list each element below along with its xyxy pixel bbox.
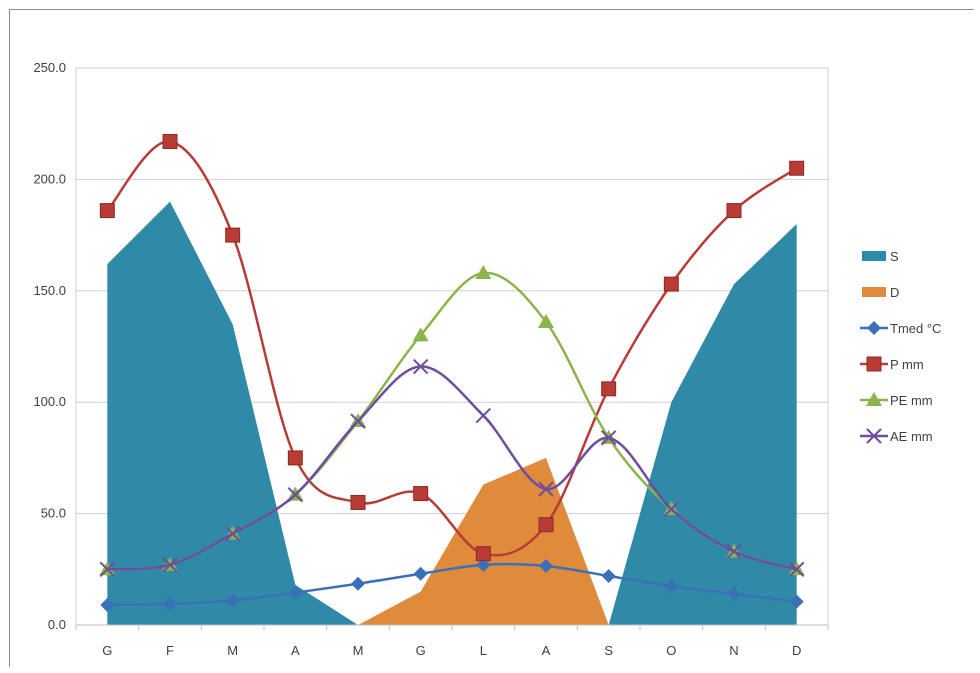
point-ae [224,525,241,542]
line-series [99,134,805,612]
point-tmed [163,596,177,611]
legend-item: D [862,285,899,300]
point-ae [412,358,429,375]
x-tick-label: F [166,643,174,658]
x-tick-label: G [416,643,426,658]
area-d [358,457,609,625]
point-tmed [413,566,428,581]
point-ae [287,486,304,503]
legend-item: PE mm [860,392,933,408]
x-tick-label: M [353,643,364,658]
chart-frame [9,9,974,667]
legend-marker [866,356,882,372]
area-s [608,223,797,625]
point-ae [788,561,805,578]
point-tmed [476,557,491,572]
point-tmed [225,593,240,608]
y-tick-label: 50.0 [41,506,66,521]
legend-swatch [862,251,886,261]
point-p [225,227,241,243]
legend-item: S [862,249,899,264]
point-p [663,276,679,292]
point-ae-stroke [600,430,617,446]
x-tick-label: O [666,643,676,658]
point-p [538,517,554,533]
point-ae-stroke [99,561,116,578]
point-ae [162,557,178,573]
legend-label: PE mm [890,393,933,408]
point-tmed [351,576,365,591]
x-tick-label: L [480,643,487,658]
y-tick-label: 100.0 [33,394,66,409]
x-tick-label: S [604,643,613,658]
point-ae-stroke [538,481,554,497]
point-tmed [727,586,741,601]
point-pe [475,264,492,279]
point-tmed [100,597,115,612]
y-tick-label: 150.0 [33,283,66,298]
point-p [601,381,617,397]
point-ae-stroke [224,525,241,542]
x-tick-label: N [729,643,738,658]
point-p [413,486,429,502]
legend-marker-stroke [866,428,882,444]
point-ae-stroke [287,486,304,503]
point-ae-stroke [663,501,680,517]
point-ae-stroke [788,561,805,578]
legend-item: Tmed °C [860,321,941,336]
point-ae [475,407,492,424]
point-ae-stroke [412,358,429,375]
legend-label: D [890,285,899,300]
point-p [789,160,805,176]
point-p [287,450,303,466]
legend-swatch [862,287,886,297]
point-tmed [789,594,804,609]
y-tick-label: 200.0 [33,171,66,186]
point-tmed [539,558,553,573]
point-tmed [601,568,616,583]
point-p [162,134,178,150]
y-tick-label: 250.0 [33,60,66,75]
legend-label: AE mm [890,429,933,444]
legend-marker [866,428,882,444]
legend-label: Tmed °C [890,321,941,336]
point-pe [538,313,554,328]
point-p [350,494,366,510]
x-tick-label: A [291,643,300,658]
point-p [726,203,742,219]
point-p [99,203,115,219]
x-tick-label: M [227,643,238,658]
x-tick-label: D [792,643,801,658]
y-tick-label: 0.0 [48,617,66,632]
legend-item: AE mm [860,428,933,444]
x-tick-label: G [102,643,112,658]
point-ae [350,413,366,429]
point-ae-stroke [475,407,492,424]
point-tmed [664,579,679,594]
point-tmed [288,585,303,600]
point-ae [726,543,742,560]
area-s [107,201,358,625]
point-ae [600,430,617,446]
legend-marker [866,392,882,406]
legend-label: S [890,249,899,264]
legend-label: P mm [890,357,924,372]
area-series [107,201,797,625]
legend-marker [867,321,881,335]
point-ae [99,561,116,578]
legend-item: P mm [860,356,924,372]
point-ae-stroke [162,557,178,573]
point-ae-stroke [726,543,742,560]
point-ae [538,481,554,497]
legend: S D Tmed °C P mm PE mm AE mm [860,249,941,444]
point-p [475,546,491,562]
point-ae [663,501,680,517]
x-tick-label: A [542,643,551,658]
point-pe [412,327,429,342]
point-ae-stroke [350,413,366,429]
